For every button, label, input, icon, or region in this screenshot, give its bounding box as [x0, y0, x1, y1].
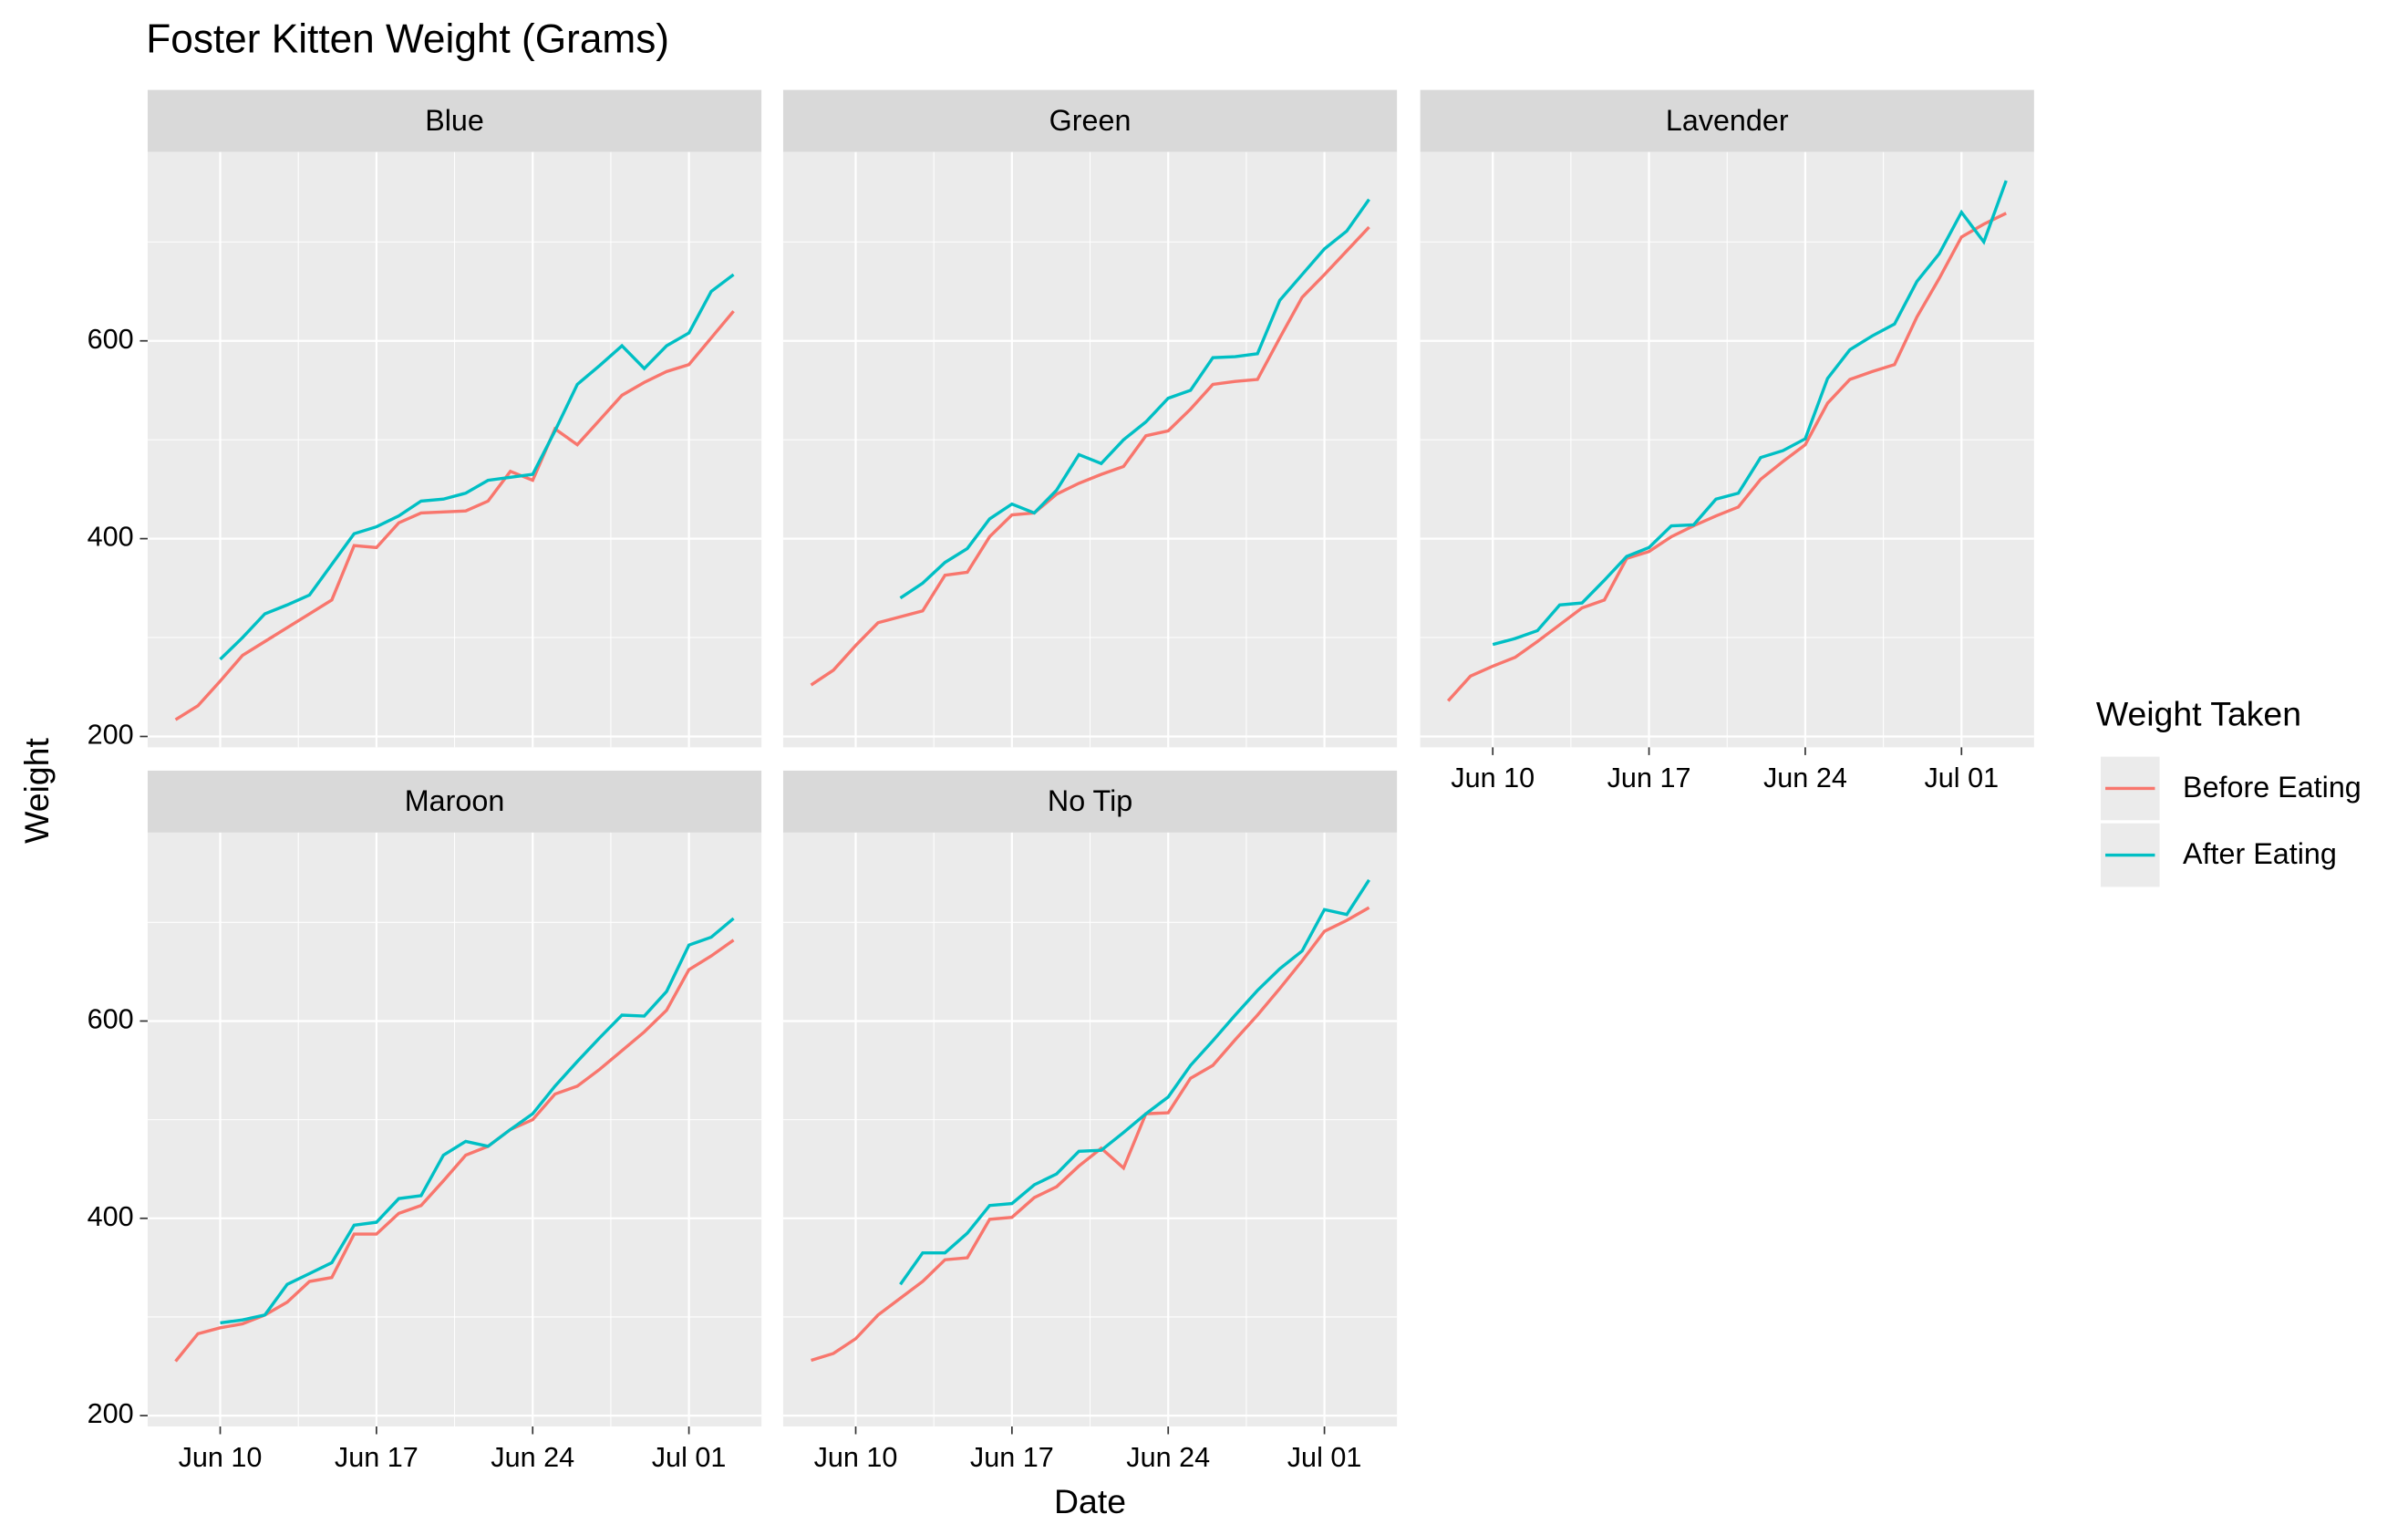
data-line: [174, 310, 735, 721]
x-tick-label: Jul 01: [1287, 1442, 1362, 1473]
strip-label: Blue: [425, 104, 484, 137]
y-tick-label: 600: [88, 324, 134, 355]
data-line: [899, 878, 1370, 1286]
x-tick-label: Jul 01: [1924, 762, 1999, 793]
y-axis-label: Weight: [17, 738, 56, 844]
strip-label: Lavender: [1666, 104, 1789, 137]
y-tick-label: 400: [88, 522, 134, 553]
strip: [147, 770, 762, 833]
x-tick-label: Jun 10: [179, 1442, 263, 1473]
y-tick-label: 200: [88, 720, 134, 751]
legend-label: Before Eating: [2183, 771, 2361, 804]
strip: [782, 89, 1398, 152]
strip: [782, 770, 1398, 833]
x-tick-label: Jun 24: [491, 1442, 574, 1473]
data-line: [219, 273, 735, 661]
y-tick-label: 200: [88, 1398, 134, 1429]
data-line: [220, 917, 735, 1325]
x-tick-label: Jun 10: [814, 1442, 898, 1473]
strip: [1420, 89, 2034, 152]
strip-label: Maroon: [405, 784, 505, 817]
x-tick-label: Jun 10: [1451, 762, 1535, 793]
strip-label: No Tip: [1048, 784, 1132, 817]
data-line: [899, 198, 1370, 600]
x-tick-label: Jun 17: [1607, 762, 1691, 793]
x-tick-label: Jun 17: [970, 1442, 1054, 1473]
x-tick-label: Jun 24: [1763, 762, 1847, 793]
legend-title: Weight Taken: [2096, 694, 2301, 732]
data-line: [1446, 212, 2007, 702]
data-line: [1492, 180, 2008, 647]
legend-label: After Eating: [2183, 837, 2337, 870]
data-line: [811, 906, 1370, 1363]
x-tick-label: Jun 24: [1126, 1442, 1210, 1473]
data-line: [810, 225, 1370, 687]
x-tick-label: Jun 17: [335, 1442, 419, 1473]
chart-title: Foster Kitten Weight (Grams): [146, 17, 669, 62]
data-line: [174, 939, 735, 1363]
strip: [147, 89, 762, 152]
strip-label: Green: [1049, 104, 1132, 137]
y-tick-label: 600: [88, 1004, 134, 1035]
y-tick-label: 400: [88, 1201, 134, 1232]
x-axis-label: Date: [1054, 1482, 1126, 1520]
x-tick-label: Jul 01: [652, 1442, 727, 1473]
